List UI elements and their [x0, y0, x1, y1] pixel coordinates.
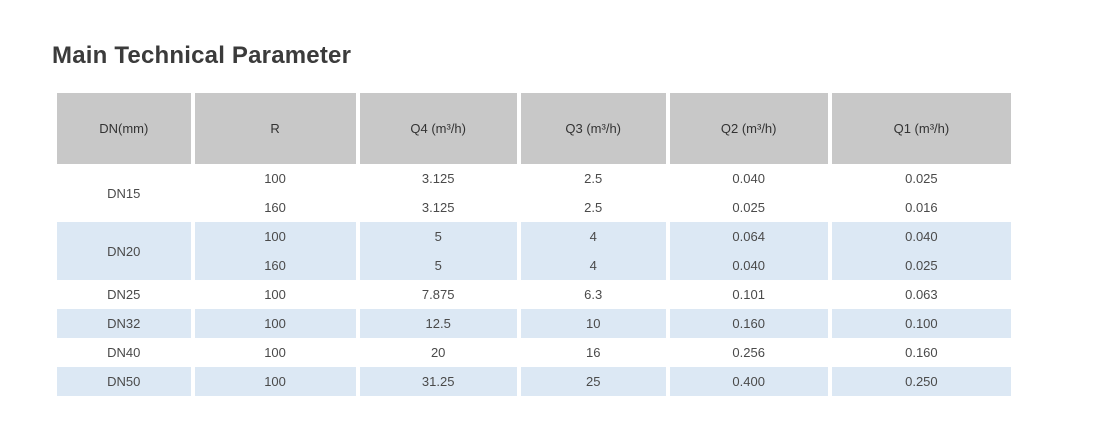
cell-dn: DN50: [57, 367, 191, 396]
cell-q4: 5: [355, 222, 517, 251]
table-row: DN32 100 12.5 10 0.160 0.100: [57, 309, 1011, 338]
cell-r: 100: [190, 338, 356, 367]
cell-r: 100: [190, 280, 356, 309]
column-header-r: R: [190, 93, 356, 164]
cell-q4: 3.125: [355, 164, 517, 193]
table-row: 160 5 4 0.040 0.025: [57, 251, 1011, 280]
cell-q3: 16: [516, 338, 666, 367]
cell-q2: 0.025: [665, 193, 828, 222]
header-row: DN(mm) R Q4 (m³/h) Q3 (m³/h) Q2 (m³/h) Q1 (m³…: [57, 93, 1011, 164]
cell-dn: DN40: [57, 338, 191, 367]
cell-q4: 12.5: [355, 309, 517, 338]
cell-r: 100: [190, 367, 356, 396]
cell-q4: 5: [355, 251, 517, 280]
table-row: DN40 100 20 16 0.256 0.160: [57, 338, 1011, 367]
cell-q3: 4: [516, 222, 666, 251]
cell-q4: 3.125: [355, 193, 517, 222]
cell-q3: 10: [516, 309, 666, 338]
section-title: Main Technical Parameter: [52, 42, 352, 69]
cell-dn: DN20: [57, 222, 191, 280]
cell-r: 100: [190, 164, 356, 193]
table-body: DN15 100 3.125 2.5 0.040 0.025 160 3.125 2.5 0.02…: [57, 164, 1011, 396]
cell-q2: 0.160: [665, 309, 828, 338]
cell-q4: 31.25: [355, 367, 517, 396]
cell-q1: 0.063: [827, 280, 1011, 309]
cell-dn: DN32: [57, 309, 191, 338]
cell-q2: 0.064: [665, 222, 828, 251]
cell-r: 100: [190, 222, 356, 251]
column-header-dn: DN(mm): [57, 93, 191, 164]
column-header-q2: Q2 (m³/h): [665, 93, 828, 164]
cell-q4: 7.875: [355, 280, 517, 309]
column-header-q3: Q3 (m³/h): [516, 93, 666, 164]
cell-q2: 0.101: [665, 280, 828, 309]
table-row: DN25 100 7.875 6.3 0.101 0.063: [57, 280, 1011, 309]
cell-q1: 0.100: [827, 309, 1011, 338]
cell-q3: 6.3: [516, 280, 666, 309]
column-header-q4: Q4 (m³/h): [355, 93, 517, 164]
cell-q2: 0.040: [665, 164, 828, 193]
cell-q1: 0.040: [827, 222, 1011, 251]
cell-q1: 0.160: [827, 338, 1011, 367]
cell-dn: DN25: [57, 280, 191, 309]
cell-q3: 25: [516, 367, 666, 396]
table-row: DN50 100 31.25 25 0.400 0.250: [57, 367, 1011, 396]
table-row: 160 3.125 2.5 0.025 0.016: [57, 193, 1011, 222]
cell-r: 100: [190, 309, 356, 338]
cell-q1: 0.016: [827, 193, 1011, 222]
cell-q2: 0.040: [665, 251, 828, 280]
cell-q1: 0.025: [827, 251, 1011, 280]
table-row: DN15 100 3.125 2.5 0.040 0.025: [57, 164, 1011, 222]
cell-q2: 0.256: [665, 338, 828, 367]
cell-q1: 0.025: [827, 164, 1011, 193]
cell-r: 160: [190, 193, 356, 222]
table-row: DN20 100 5 4 0.064 0.040: [57, 222, 1011, 280]
cell-q1: 0.250: [827, 367, 1011, 396]
column-header-q1: Q1 (m³/h): [827, 93, 1011, 164]
cell-dn: DN15: [57, 164, 191, 222]
cell-r: 160: [190, 251, 356, 280]
cell-q3: 4: [516, 251, 666, 280]
cell-q3: 2.5: [516, 193, 666, 222]
cell-q4: 20: [355, 338, 517, 367]
cell-q3: 2.5: [516, 164, 666, 193]
parameters-table: DN(mm) R Q4 (m³/h) Q3 (m³/h) Q2 (m³/h) Q1 (m³…: [57, 93, 1011, 396]
cell-q2: 0.400: [665, 367, 828, 396]
